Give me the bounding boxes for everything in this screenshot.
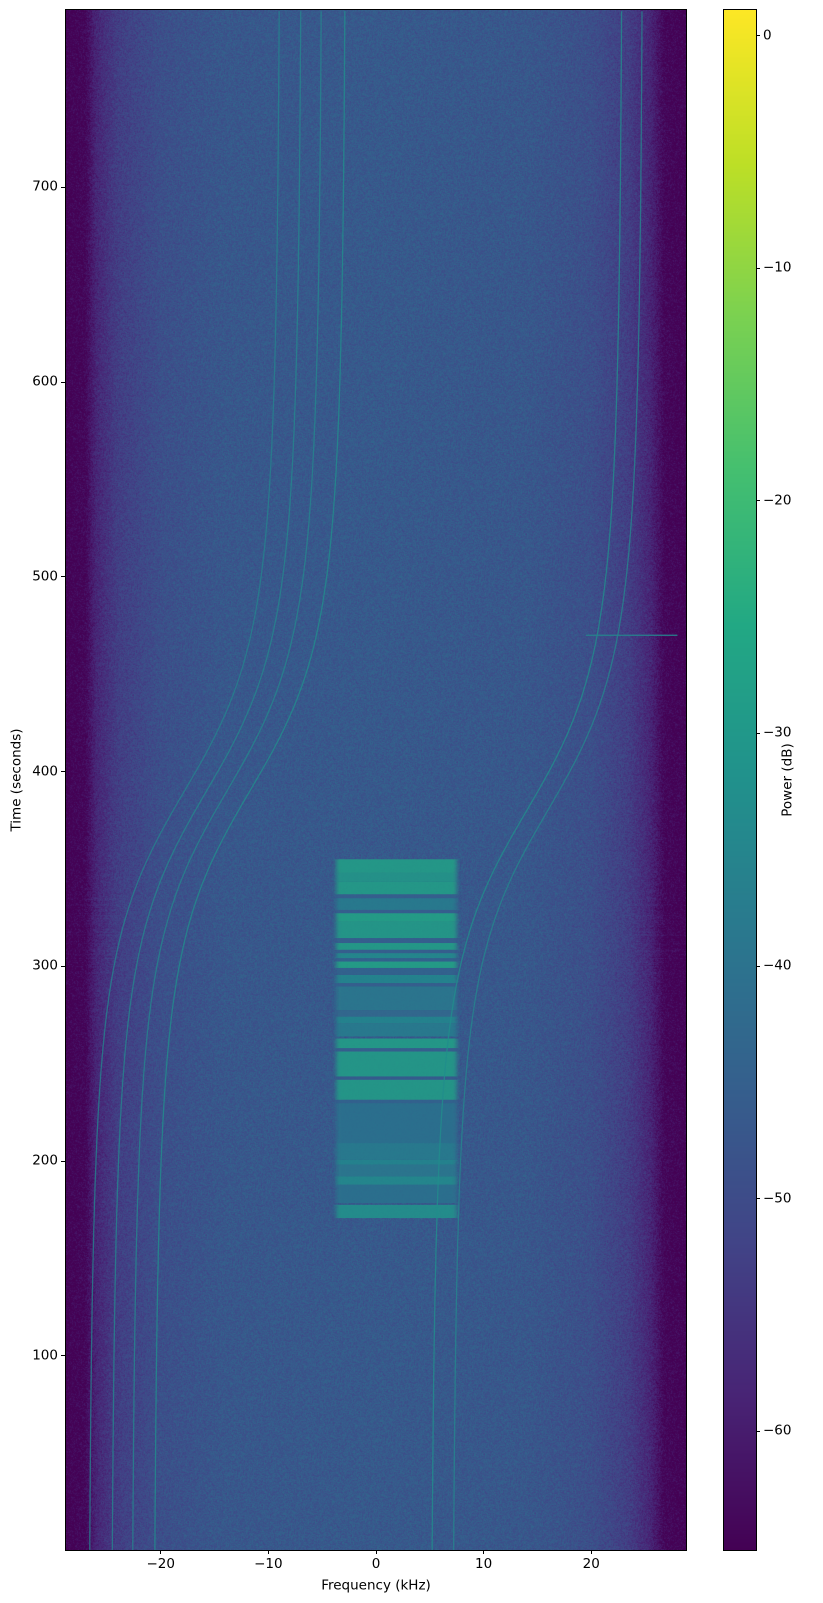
burst-segment-21	[336, 1038, 457, 1049]
y-tick-label: 700	[32, 178, 58, 195]
burst-segment-8	[336, 938, 457, 944]
burst-segment-19	[336, 1016, 457, 1024]
burst-segment-4	[336, 898, 457, 910]
colorbar-tick-label: −10	[763, 259, 792, 276]
spectrogram-plot-area	[66, 10, 686, 1550]
doppler-trace-4	[431, 11, 623, 1550]
burst-segment-10	[336, 949, 457, 954]
burst-segment-20	[336, 1023, 457, 1037]
doppler-trace-2	[132, 11, 322, 1550]
burst-segment-12	[336, 958, 457, 962]
x-tick-label: −10	[254, 1556, 283, 1572]
colorbar-tick-label: 0	[763, 26, 772, 43]
colorbar-tick-mark	[756, 35, 760, 37]
y-tick-label: 300	[32, 957, 58, 974]
colorbar-gradient	[724, 10, 756, 1550]
y-tick-mark	[61, 1160, 65, 1162]
burst-segment-18	[336, 1010, 457, 1017]
colorbar-tick-mark	[756, 1430, 760, 1432]
burst-segment-9	[336, 943, 457, 950]
colorbar-tick-mark	[756, 267, 760, 269]
burst-segment-0	[336, 859, 457, 873]
y-tick-mark	[61, 186, 65, 188]
y-axis-label: Time (seconds)	[8, 728, 25, 832]
burst-segment-30	[336, 1164, 457, 1177]
burst-segment-22	[336, 1048, 457, 1052]
colorbar-tick-mark	[756, 732, 760, 734]
y-tick-label: 400	[32, 762, 58, 779]
burst-segment-31	[336, 1176, 457, 1185]
colorbar-tick-mark	[756, 965, 760, 967]
x-tick-label: 0	[371, 1556, 381, 1572]
y-tick-mark	[61, 965, 65, 967]
burst-segment-27	[336, 1103, 457, 1144]
x-tick-mark	[267, 1550, 269, 1554]
burst-segment-23	[336, 1051, 457, 1077]
colorbar-tick-mark	[756, 1198, 760, 1200]
burst-segment-6	[336, 913, 457, 922]
burst-segment-16	[336, 983, 457, 987]
doppler-trace-1	[111, 11, 302, 1550]
burst-segment-2	[336, 881, 457, 895]
colorbar-tick-label: −30	[763, 724, 792, 741]
x-axis-label: Frequency (kHz)	[321, 1577, 431, 1594]
burst-segment-28	[336, 1143, 457, 1160]
burst-segment-33	[336, 1204, 457, 1219]
y-tick-mark	[61, 576, 65, 578]
burst-segment-13	[336, 961, 457, 968]
burst-segment-1	[336, 872, 457, 882]
burst-segment-25	[336, 1079, 457, 1100]
x-tick-label: −20	[146, 1556, 175, 1572]
colorbar	[724, 10, 756, 1550]
burst-segment-24	[336, 1076, 457, 1080]
burst-segment-32	[336, 1184, 457, 1204]
doppler-trace-5	[453, 11, 643, 1550]
burst-segment-14	[336, 967, 457, 975]
colorbar-tick-label: −40	[763, 957, 792, 974]
burst-segment-29	[336, 1159, 457, 1165]
colorbar-tick-label: −60	[763, 1422, 792, 1439]
y-tick-label: 500	[32, 568, 58, 585]
y-tick-mark	[61, 771, 65, 773]
doppler-trace-3	[154, 11, 346, 1550]
spectrogram-heatmap	[66, 10, 686, 1550]
x-tick-mark	[483, 1550, 485, 1554]
y-tick-label: 600	[32, 373, 58, 390]
burst-segment-7	[336, 921, 457, 939]
y-tick-label: 200	[32, 1152, 58, 1169]
x-tick-mark	[375, 1550, 377, 1554]
burst-segment-26	[336, 1099, 457, 1104]
doppler-trace-0	[89, 11, 280, 1550]
burst-segment-3	[336, 894, 457, 899]
y-tick-mark	[61, 381, 65, 383]
colorbar-tick-label: −20	[763, 492, 792, 509]
y-tick-label: 100	[32, 1347, 58, 1364]
burst-segment-11	[336, 953, 457, 959]
burst-segment-17	[336, 986, 457, 1011]
y-tick-mark	[61, 1355, 65, 1357]
x-tick-label: 20	[582, 1556, 600, 1572]
burst-segment-15	[336, 974, 457, 984]
colorbar-tick-mark	[756, 500, 760, 502]
x-tick-mark	[160, 1550, 162, 1554]
x-tick-label: 10	[475, 1556, 493, 1572]
burst-segment-5	[336, 909, 457, 914]
spectrogram-features	[89, 11, 678, 1550]
colorbar-tick-label: −50	[763, 1189, 792, 1206]
x-tick-mark	[590, 1550, 592, 1554]
colorbar-label: Power (dB)	[779, 743, 796, 817]
